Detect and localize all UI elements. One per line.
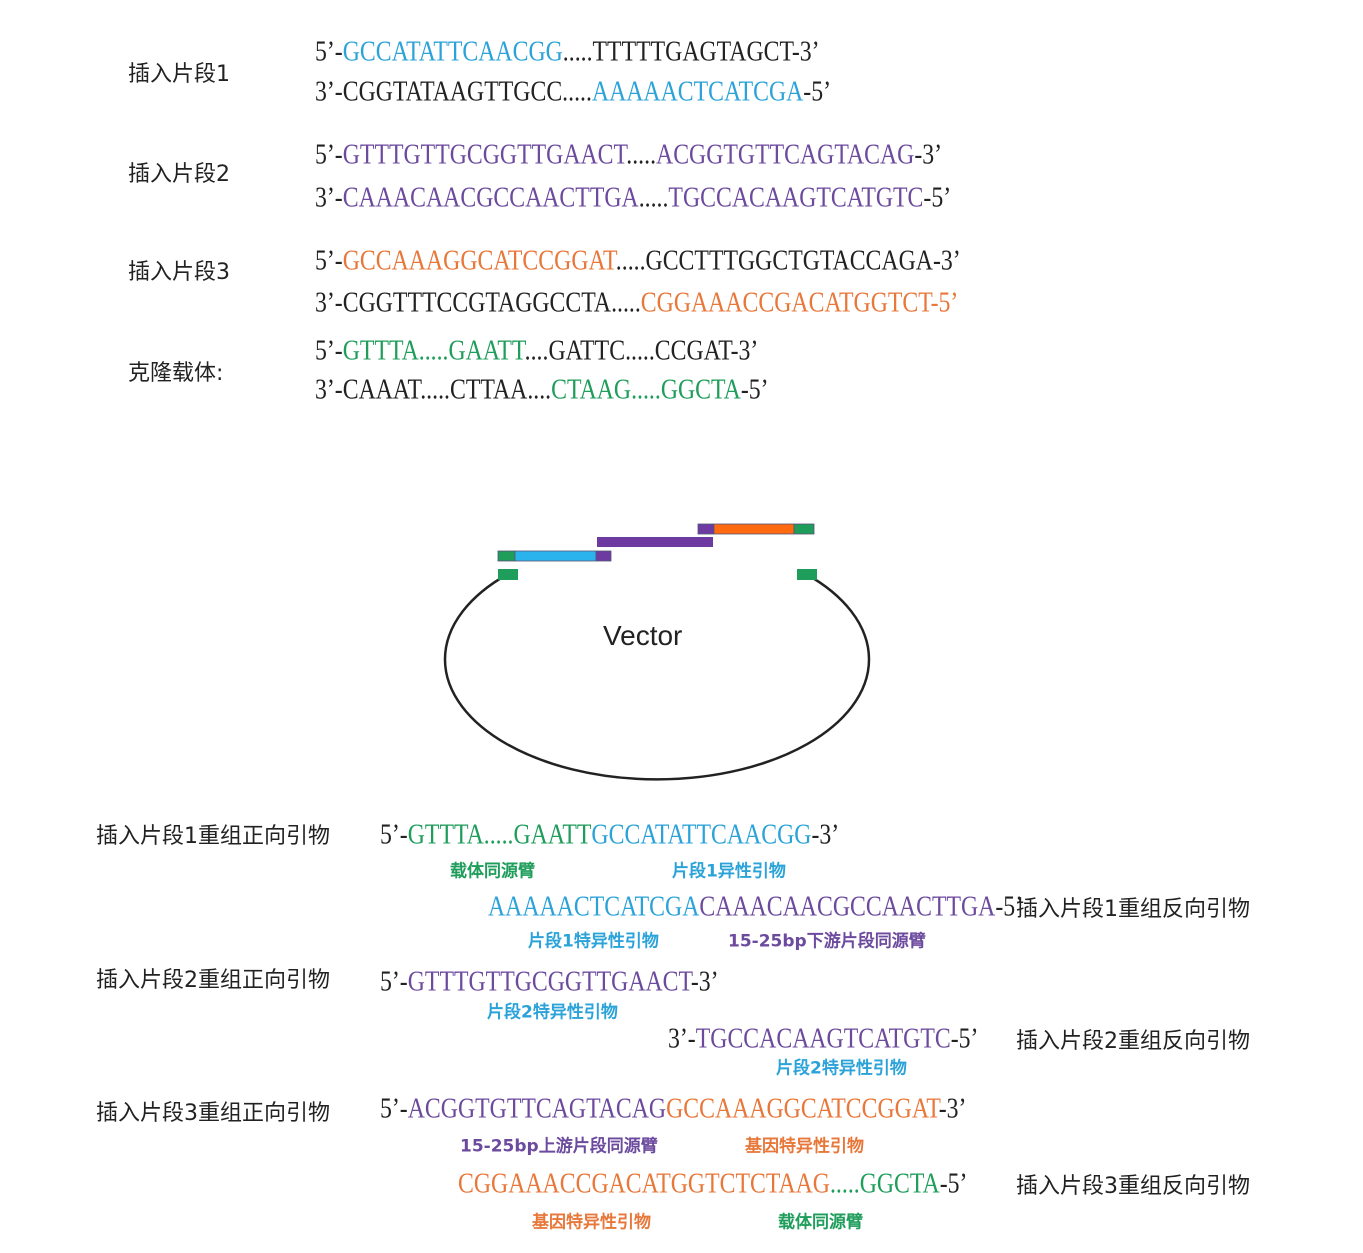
sequence-segment-green: CTAAG.....GGCTA xyxy=(551,373,741,406)
primer-1-reverse-label: 插入片段1重组反向引物 xyxy=(1016,897,1250,922)
sequence-segment-black: 5’- xyxy=(315,334,343,367)
primer-2-reverse-seq: 3’-TGCCACAAGTCATGTC-5’ xyxy=(668,1023,978,1056)
annotation: 载体同源臂 xyxy=(450,861,535,882)
sequence-segment-black: 3’-CGGTTTCCGTAGGCCTA..... xyxy=(315,286,641,319)
sequence-segment-black: 5’- xyxy=(315,35,343,68)
sequence-segment-black: .....TTTTTGAGTAGCT-3’ xyxy=(562,35,820,68)
sequence-segment-blue: GCCATATTCAACGG xyxy=(591,818,812,851)
sequence-segment-black: -3’ xyxy=(811,818,840,851)
vector-label: 克隆载体: xyxy=(128,361,224,386)
sequence-segment-black: 5’- xyxy=(380,965,408,998)
sequence-segment-black: ..... xyxy=(638,181,669,214)
fragment-3-label: 插入片段3 xyxy=(128,260,230,285)
sequence-segment-orange: GCCAAAGGCATCCGGAT xyxy=(666,1092,939,1125)
primer-3-reverse-seq: CGGAAACCGACATGGTCTCTAAG.....GGCTA-5’ xyxy=(458,1168,967,1201)
fragment-1-top-strand: 5’-GCCATATTCAACGG.....TTTTTGAGTAGCT-3’ xyxy=(315,36,820,69)
sequence-segment-blue: GCCATATTCAACGG xyxy=(342,35,563,68)
annotation: 基因特异性引物 xyxy=(745,1136,864,1157)
annotation: 片段1异性引物 xyxy=(672,861,786,882)
vector-backbone xyxy=(443,572,871,781)
annotation: 基因特异性引物 xyxy=(532,1212,651,1233)
sequence-segment-black: -5’ xyxy=(923,181,952,214)
sequence-segment-black: 3’-CGGTATAAGTTGCC..... xyxy=(315,75,592,108)
annotation: 片段2特异性引物 xyxy=(487,1002,618,1023)
sequence-segment-black: -5’ xyxy=(740,373,769,406)
primer-2-forward-label: 插入片段2重组正向引物 xyxy=(96,968,330,993)
sequence-segment-green: GTTTA.....GAATT xyxy=(342,334,525,367)
sequence-segment-purple: GTTTGTTGCGGTTGAACT xyxy=(342,138,627,171)
sequence-segment-black: -5’ xyxy=(939,1167,968,1200)
sequence-segment-black: 3’- xyxy=(315,181,343,214)
sequence-segment-purple: CAAACAACGCCAACTTGA xyxy=(699,890,996,923)
sequence-segment-black: -5’ xyxy=(950,1022,979,1055)
sequence-segment-black: -3’ xyxy=(938,1092,967,1125)
vector-name: Vector xyxy=(603,620,683,651)
vector-end-left xyxy=(498,569,518,580)
sequence-segment-black: 5’- xyxy=(380,1092,408,1125)
sequence-segment-green: GTTTA.....GAATT xyxy=(407,818,592,851)
fragment-1-bar xyxy=(497,550,612,562)
vector-top-strand: 5’-GTTTA.....GAATT....GATTC.....CCGAT-3’ xyxy=(315,335,758,368)
fragment-2-top-strand: 5’-GTTTGTTGCGGTTGAACT.....ACGGTGTTCAGTAC… xyxy=(315,139,942,172)
fragment-2-bottom-strand: 3’-CAAACAACGCCAACTTGA.....TGCCACAAGTCATG… xyxy=(315,182,951,215)
sequence-segment-black: 5’- xyxy=(315,138,343,171)
primer-3-forward-label: 插入片段3重组正向引物 xyxy=(96,1101,330,1126)
annotation: 片段2特异性引物 xyxy=(776,1058,907,1079)
sequence-segment-black: 5’- xyxy=(315,244,343,277)
sequence-segment-black: -3’ xyxy=(914,138,943,171)
sequence-segment-green: .....GGCTA xyxy=(829,1167,940,1200)
sequence-segment-blue: AAAAACTCATCGA xyxy=(488,890,700,923)
sequence-segment-black: 3’- xyxy=(668,1022,696,1055)
primer-3-forward-seq: 5’-ACGGTGTTCAGTACAGGCCAAAGGCATCCGGAT-3’ xyxy=(380,1093,966,1126)
annotation: 15-25bp下游片段同源臂 xyxy=(728,931,926,952)
fragment-1-label: 插入片段1 xyxy=(128,62,230,87)
sequence-segment-purple: CAAACAACGCCAACTTGA xyxy=(342,181,639,214)
annotation: 15-25bp上游片段同源臂 xyxy=(460,1136,658,1157)
primer-1-forward-seq: 5’-GTTTA.....GAATTGCCATATTCAACGG-3’ xyxy=(380,819,839,852)
vector-end-right xyxy=(797,569,817,580)
sequence-segment-orange: CGGAAACCGACATGGTCTCTAAG xyxy=(458,1167,830,1200)
sequence-segment-black: 3’-CAAAT.....CTTAA.... xyxy=(315,373,552,406)
fragment-1-bottom-strand: 3’-CGGTATAAGTTGCC.....AAAAACTCATCGA-5’ xyxy=(315,76,831,109)
sequence-segment-blue: AAAAACTCATCGA xyxy=(591,75,804,108)
sequence-segment-orange: GCCAAAGGCATCCGGAT xyxy=(342,244,616,277)
fragment-2-bar xyxy=(597,537,713,547)
sequence-segment-black: .....GCCTTTGGCTGTACCAGA-3’ xyxy=(615,244,961,277)
fragment-3-bottom-strand: 3’-CGGTTTCCGTAGGCCTA.....CGGAAACCGACATGG… xyxy=(315,287,958,320)
sequence-segment-black: ..... xyxy=(626,138,657,171)
primer-2-forward-seq: 5’-GTTTGTTGCGGTTGAACT-3’ xyxy=(380,966,719,999)
sequence-segment-purple: ACGGTGTTCAGTACAG xyxy=(656,138,915,171)
primer-1-reverse-seq: AAAAACTCATCGACAAACAACGCCAACTTGA-5’ xyxy=(488,891,1023,924)
sequence-segment-black: -5’ xyxy=(995,890,1024,923)
sequence-segment-purple: TGCCACAAGTCATGTC xyxy=(695,1022,951,1055)
vector-bottom-strand: 3’-CAAAT.....CTTAA....CTAAG.....GGCTA-5’ xyxy=(315,374,769,407)
primer-1-forward-label: 插入片段1重组正向引物 xyxy=(96,824,330,849)
annotation: 片段1特异性引物 xyxy=(528,931,659,952)
sequence-segment-purple: TGCCACAAGTCATGTC xyxy=(668,181,924,214)
sequence-segment-purple: ACGGTGTTCAGTACAG xyxy=(407,1092,667,1125)
sequence-segment-orange: CGGAAACCGACATGGTCT-5’ xyxy=(640,286,959,319)
sequence-segment-black: ....GATTC.....CCGAT-3’ xyxy=(524,334,759,367)
fragment-2-label: 插入片段2 xyxy=(128,162,230,187)
fragment-3-bar xyxy=(697,523,815,535)
fragment-3-top-strand: 5’-GCCAAAGGCATCCGGAT.....GCCTTTGGCTGTACC… xyxy=(315,245,961,278)
sequence-segment-black: 5’- xyxy=(380,818,408,851)
primer-2-reverse-label: 插入片段2重组反向引物 xyxy=(1016,1029,1250,1054)
sequence-segment-black: -3’ xyxy=(690,965,719,998)
primer-3-reverse-label: 插入片段3重组反向引物 xyxy=(1016,1174,1250,1199)
annotation: 载体同源臂 xyxy=(778,1212,863,1233)
sequence-segment-black: -5’ xyxy=(803,75,832,108)
sequence-segment-purple: GTTTGTTGCGGTTGAACT xyxy=(407,965,691,998)
